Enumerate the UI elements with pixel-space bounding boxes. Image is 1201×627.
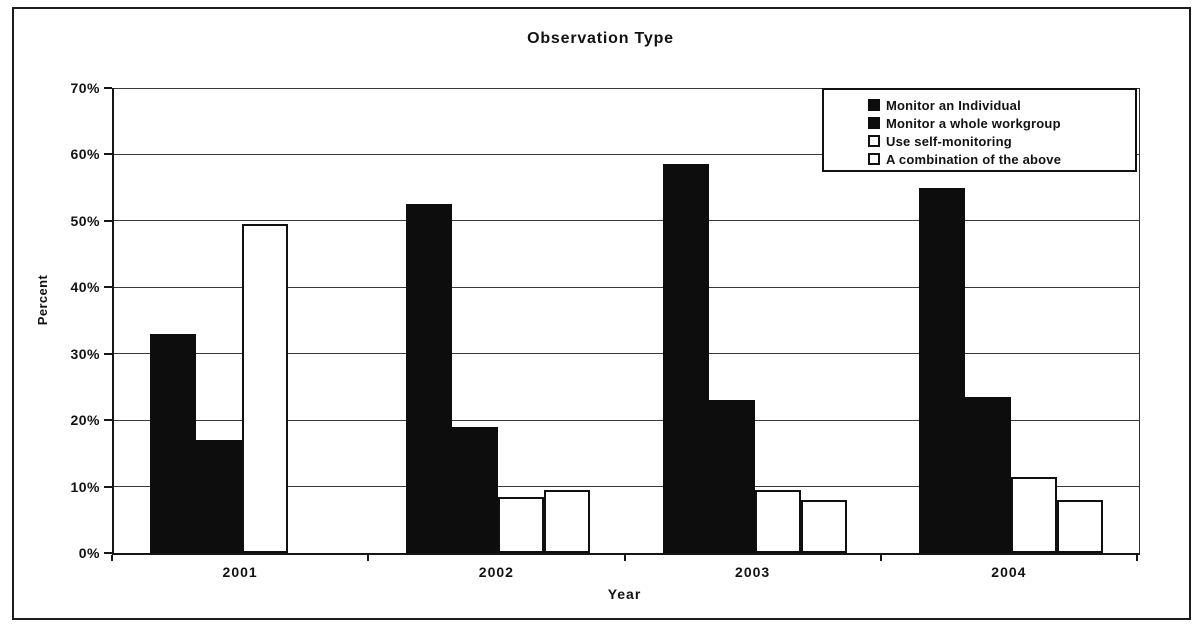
- x-tick-label-2003: 2003: [735, 564, 771, 580]
- bar-2003-series4: [800, 499, 847, 553]
- bar-2001-series3: [242, 224, 288, 553]
- plot-area: [112, 87, 1140, 555]
- y-tick-label-70%: 70%: [70, 80, 100, 96]
- gridline-10: [114, 486, 1139, 488]
- legend-label: Monitor a whole workgroup: [886, 115, 1061, 131]
- chart-frame: [12, 7, 1191, 620]
- bar-2001-series1: [150, 333, 196, 553]
- bar-2004-series3: [1010, 476, 1057, 553]
- y-tick-label-40%: 40%: [70, 279, 100, 296]
- bar-2003-series3: [754, 489, 801, 553]
- y-tick-label-50%: 50%: [70, 212, 100, 229]
- bar-2004-series1: [918, 187, 965, 553]
- y-tick-mark: [104, 87, 112, 89]
- gridline-20: [114, 419, 1139, 421]
- y-tick-mark: [104, 153, 112, 156]
- bar-2003-series2: [708, 400, 755, 553]
- bar-2001-series2: [196, 440, 242, 553]
- y-tick-label-10%: 10%: [70, 478, 100, 495]
- legend-item-3: Use self-monitoring: [868, 132, 1135, 150]
- bar-2002-series4: [544, 489, 591, 553]
- y-tick-mark: [104, 352, 112, 355]
- legend-label: Monitor an Individual: [886, 97, 1021, 113]
- legend-swatch-black: [868, 99, 880, 111]
- legend: Monitor an Individual Monitor a whole wor…: [822, 88, 1137, 172]
- legend-label: Use self-monitoring: [886, 133, 1012, 149]
- y-tick-mark: [104, 286, 112, 289]
- x-tick-mark: [367, 555, 370, 561]
- y-tick-mark: [104, 485, 112, 488]
- bar-2002-series1: [406, 204, 453, 553]
- gridline-30: [114, 353, 1139, 355]
- x-tick-mark: [111, 555, 113, 561]
- x-tick-mark: [879, 555, 882, 561]
- y-tick-mark: [104, 419, 112, 422]
- gridline-50: [114, 220, 1139, 222]
- bar-2002-series2: [452, 426, 499, 553]
- gridline-70: [114, 87, 1139, 89]
- gridline-60: [114, 153, 1139, 155]
- x-tick-mark: [1136, 555, 1138, 561]
- legend-swatch-black: [868, 117, 880, 129]
- chart-title: Observation Type: [527, 30, 674, 47]
- x-tick-mark: [623, 555, 626, 561]
- x-axis-title: Year: [607, 586, 642, 602]
- y-tick-mark: [104, 219, 112, 222]
- y-tick-mark: [104, 552, 112, 554]
- y-tick-label-0%: 0%: [78, 545, 100, 561]
- legend-item-4: A combination of the above: [868, 150, 1135, 168]
- x-tick-label-2004: 2004: [991, 564, 1027, 580]
- y-tick-label-20%: 20%: [70, 412, 100, 429]
- legend-label: A combination of the above: [886, 151, 1062, 167]
- bar-2003-series1: [662, 164, 709, 553]
- x-tick-label-2001: 2001: [222, 564, 258, 580]
- legend-item-2: Monitor a whole workgroup: [868, 114, 1135, 132]
- bar-2004-series4: [1056, 499, 1103, 553]
- gridline-40: [114, 286, 1139, 288]
- y-tick-label-60%: 60%: [70, 146, 100, 163]
- legend-item-1: Monitor an Individual: [868, 96, 1135, 114]
- legend-swatch-white: [868, 135, 880, 147]
- x-tick-label-2002: 2002: [478, 564, 514, 580]
- bar-2004-series2: [964, 396, 1011, 553]
- legend-swatch-white: [868, 153, 880, 165]
- bar-2002-series3: [498, 496, 545, 553]
- y-tick-label-30%: 30%: [70, 345, 100, 362]
- y-axis-title: Percent: [35, 274, 50, 326]
